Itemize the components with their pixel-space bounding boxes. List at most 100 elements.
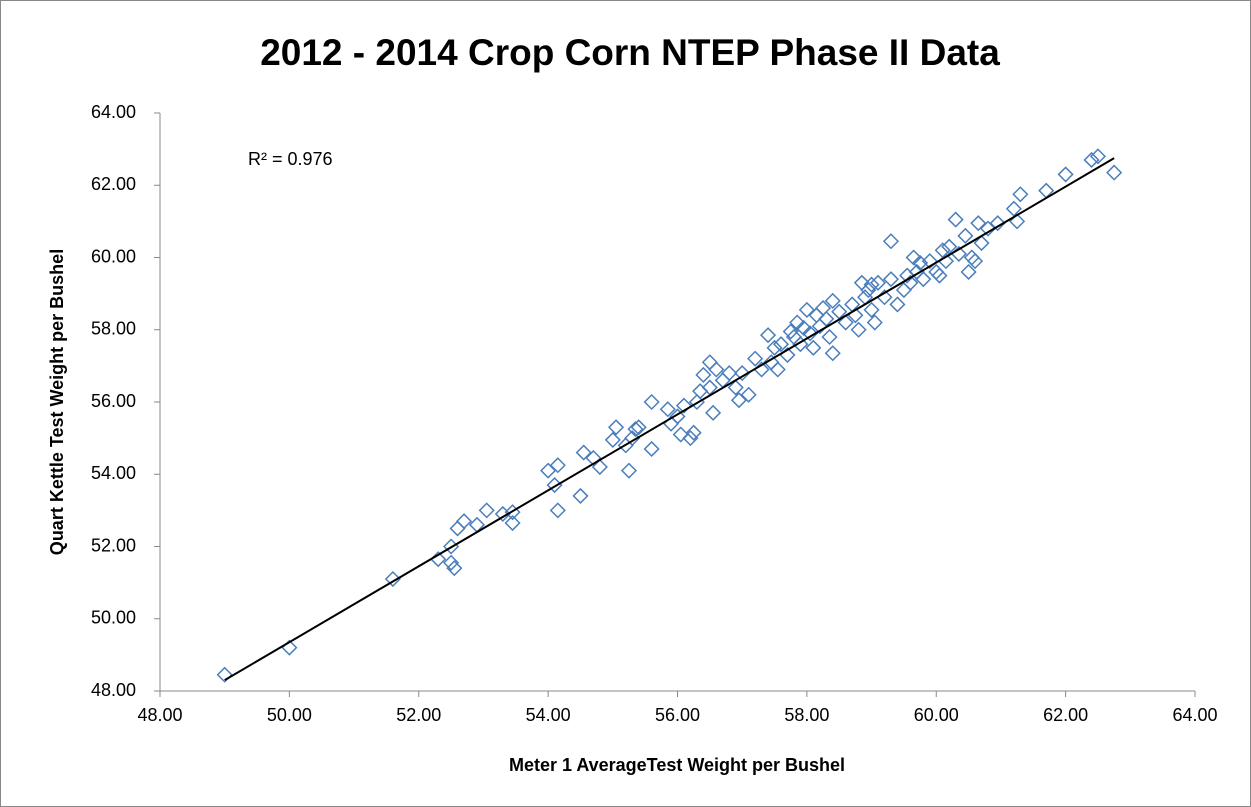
point — [957, 227, 974, 244]
point — [802, 325, 819, 342]
point — [869, 274, 887, 291]
point — [675, 397, 693, 414]
point — [443, 554, 460, 571]
point — [730, 392, 748, 409]
point — [643, 440, 660, 458]
point — [805, 339, 822, 356]
point — [931, 267, 948, 284]
point — [607, 419, 625, 436]
x-tick-label: 64.00 — [1172, 705, 1217, 725]
point — [979, 220, 997, 237]
y-tick-label: 56.00 — [91, 391, 136, 411]
point — [837, 314, 854, 331]
point — [478, 502, 495, 519]
point — [1009, 213, 1026, 230]
y-tick-label: 54.00 — [91, 463, 136, 483]
point — [504, 504, 521, 521]
point — [824, 292, 841, 309]
point — [989, 215, 1006, 232]
point — [760, 327, 777, 344]
point — [1083, 151, 1100, 169]
point — [455, 513, 473, 530]
point — [912, 254, 929, 271]
point — [941, 238, 958, 255]
point — [889, 296, 906, 313]
point — [575, 444, 592, 461]
point — [970, 215, 987, 232]
point — [824, 345, 841, 362]
point — [630, 419, 647, 436]
point — [863, 276, 880, 293]
point — [659, 401, 676, 418]
point — [494, 505, 511, 523]
point — [1005, 200, 1022, 217]
x-tick-label: 48.00 — [137, 705, 182, 725]
point — [216, 666, 233, 683]
point — [591, 458, 608, 476]
point — [863, 301, 880, 318]
point — [967, 253, 984, 270]
point — [960, 263, 977, 281]
point — [882, 271, 900, 288]
point — [643, 393, 660, 411]
point — [695, 366, 712, 383]
point — [798, 301, 815, 318]
point — [866, 314, 883, 331]
point — [585, 449, 602, 467]
point — [766, 339, 783, 356]
point — [572, 487, 589, 504]
point — [947, 211, 964, 228]
point — [782, 323, 799, 340]
point — [973, 234, 990, 252]
point — [672, 426, 689, 443]
point — [549, 502, 566, 519]
point — [705, 404, 722, 421]
point — [682, 430, 699, 447]
point — [850, 321, 867, 338]
point — [769, 361, 786, 378]
x-tick-label: 54.00 — [526, 705, 571, 725]
y-tick-label: 48.00 — [91, 680, 136, 700]
y-tick-label: 52.00 — [91, 535, 136, 555]
point — [620, 462, 638, 479]
point — [792, 336, 809, 353]
point — [624, 430, 641, 447]
x-tick-label: 52.00 — [396, 705, 441, 725]
point — [727, 379, 744, 396]
point — [1106, 164, 1123, 181]
point — [708, 361, 725, 378]
point — [747, 350, 764, 367]
point — [734, 365, 751, 382]
point — [882, 233, 900, 250]
point — [821, 328, 838, 346]
y-tick-label: 62.00 — [91, 174, 136, 194]
x-tick-label: 60.00 — [914, 705, 959, 725]
x-axis-label: Meter 1 AverageTest Weight per Bushel — [509, 755, 845, 775]
y-tick-label: 50.00 — [91, 608, 136, 628]
point — [721, 365, 738, 382]
point — [384, 570, 401, 588]
x-tick-label: 56.00 — [655, 705, 700, 725]
point — [627, 421, 644, 438]
point — [1089, 148, 1107, 165]
point — [740, 386, 757, 403]
point — [1012, 186, 1029, 203]
trendline — [224, 157, 1115, 682]
point — [604, 431, 621, 448]
point — [446, 560, 463, 577]
point — [669, 408, 686, 425]
point — [818, 310, 835, 327]
x-tick-label: 62.00 — [1043, 705, 1088, 725]
point — [915, 271, 932, 288]
point — [860, 281, 877, 299]
point — [685, 424, 702, 441]
x-tick-label: 50.00 — [267, 705, 312, 725]
x-tick-label: 58.00 — [784, 705, 829, 725]
y-tick-label: 60.00 — [91, 246, 136, 266]
point — [549, 457, 566, 474]
point — [772, 336, 790, 353]
y-tick-label: 64.00 — [91, 102, 136, 122]
chart-title: 2012 - 2014 Crop Corn NTEP Phase II Data — [260, 32, 1000, 73]
